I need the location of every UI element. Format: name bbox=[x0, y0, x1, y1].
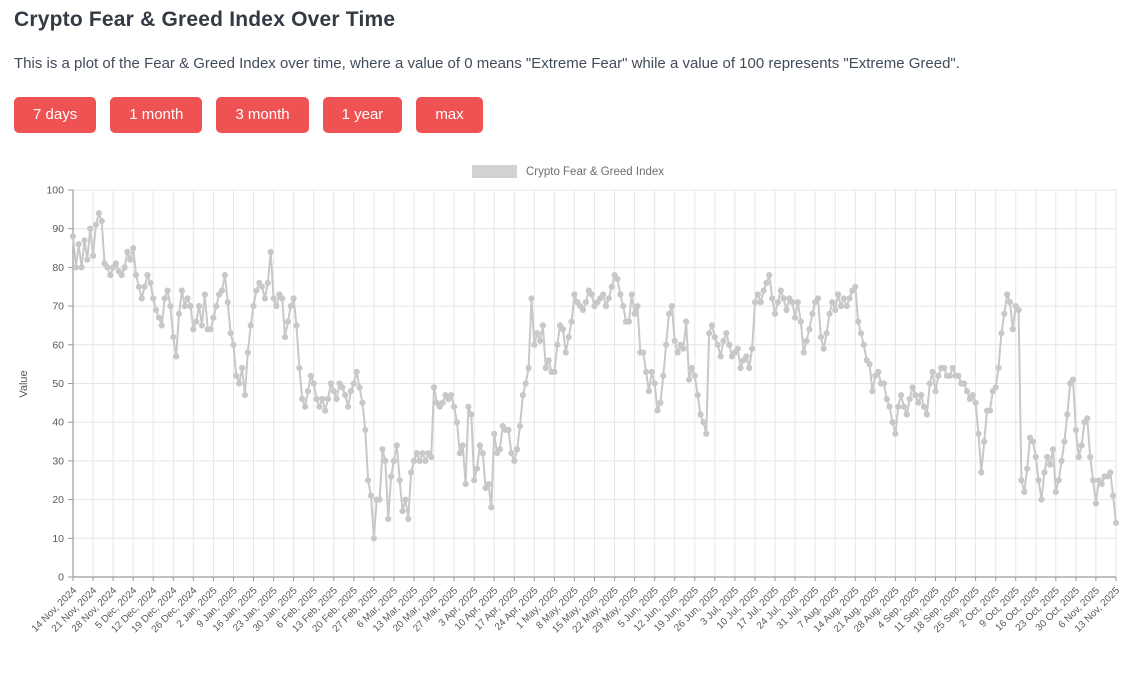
fear-greed-chart: Crypto Fear & Greed Index Value 14 Nov, 2… bbox=[0, 150, 1136, 670]
svg-text:70: 70 bbox=[52, 301, 64, 313]
range-button-3-month[interactable]: 3 month bbox=[216, 96, 309, 134]
svg-text:60: 60 bbox=[52, 340, 64, 352]
svg-text:10: 10 bbox=[52, 533, 64, 545]
data-points bbox=[69, 210, 1120, 542]
range-button-7-days[interactable]: 7 days bbox=[14, 96, 97, 134]
page-title: Crypto Fear & Greed Index Over Time bbox=[14, 8, 396, 31]
svg-text:80: 80 bbox=[52, 262, 64, 274]
range-button-max[interactable]: max bbox=[416, 96, 483, 134]
svg-text:0: 0 bbox=[58, 572, 64, 584]
svg-text:20: 20 bbox=[52, 494, 64, 506]
svg-text:30: 30 bbox=[52, 456, 64, 468]
page-description: This is a plot of the Fear & Greed Index… bbox=[14, 55, 960, 72]
y-axis-title: Value bbox=[18, 371, 30, 398]
svg-text:50: 50 bbox=[52, 378, 64, 390]
svg-text:90: 90 bbox=[52, 223, 64, 235]
range-button-1-month[interactable]: 1 month bbox=[110, 96, 203, 134]
y-axis-labels: 0 10 20 30 40 50 60 70 80 90 100 bbox=[46, 185, 64, 584]
svg-text:100: 100 bbox=[46, 185, 64, 197]
range-button-1-year[interactable]: 1 year bbox=[322, 96, 403, 134]
range-button-row: 7 days 1 month 3 month 1 year max bbox=[14, 96, 1122, 134]
svg-text:40: 40 bbox=[52, 417, 64, 429]
page: Crypto Fear & Greed Index Over Time This… bbox=[0, 0, 1136, 134]
